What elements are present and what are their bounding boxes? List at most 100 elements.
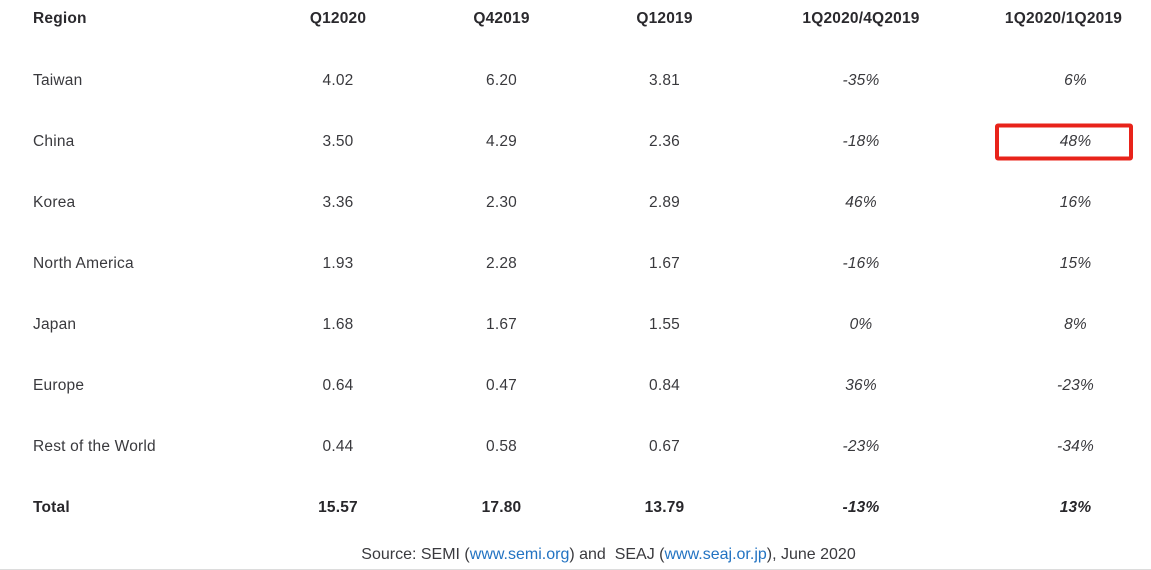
cell-text: China	[33, 132, 75, 150]
billings-table: Region Q12020 Q42019 Q12019 1Q2020/4Q201…	[0, 0, 1151, 538]
cell-text: 0%	[849, 315, 873, 333]
region-cell: Europe	[0, 355, 256, 416]
cell-text: 4.02	[322, 71, 354, 89]
cell-text: -18%	[842, 132, 880, 150]
value-cell-q12019: 0.67	[583, 416, 746, 477]
value-cell-q12020: 3.50	[256, 111, 420, 172]
value-cell-q42019: 0.47	[420, 355, 583, 416]
data-row: Japan 1.68 1.67 1.55 0% 8%	[0, 294, 1151, 355]
value-cell-q12019: 0.84	[583, 355, 746, 416]
cell-text: 2.89	[649, 193, 680, 211]
value-cell-q12020: 4.02	[256, 50, 420, 111]
value-cell-q12019: 2.36	[583, 111, 746, 172]
cell-text: North America	[33, 254, 134, 272]
cell-text: 13%	[1059, 498, 1092, 516]
column-header-qoq-change: 1Q2020/4Q2019	[802, 10, 920, 27]
semi-org-link[interactable]: www.semi.org	[469, 546, 570, 563]
header-row: Region Q12020 Q42019 Q12019 1Q2020/4Q201…	[0, 0, 1151, 50]
value-cell-qoq-change: 36%	[746, 355, 976, 416]
value-cell-yoy-change: 15%	[976, 233, 1151, 294]
cell-text: -13%	[842, 498, 880, 516]
cell-text: 1.68	[322, 315, 354, 333]
source-note: Source: SEMI (www.semi.org) and SEAJ (ww…	[33, 546, 1151, 564]
value-cell-q12019: 3.81	[583, 50, 746, 111]
cell-text: -16%	[842, 254, 880, 272]
data-row: North America 1.93 2.28 1.67 -16% 15%	[0, 233, 1151, 294]
cell-text: Japan	[33, 315, 77, 333]
value-cell-q12020: 1.93	[256, 233, 420, 294]
cell-text: Europe	[33, 376, 85, 394]
value-cell-qoq-change: 0%	[746, 294, 976, 355]
value-cell-q42019: 2.28	[420, 233, 583, 294]
cell-text: -35%	[842, 71, 880, 89]
column-header-q12019: Q12019	[636, 10, 693, 27]
cell-text: 2.28	[486, 254, 517, 272]
data-row: China 3.50 4.29 2.36 -18% 48%	[0, 111, 1151, 172]
cell-text: 0.64	[322, 376, 354, 394]
cell-text: 17.80	[481, 498, 522, 516]
value-cell-yoy-change: -23%	[976, 355, 1151, 416]
value-cell-qoq-change: -16%	[746, 233, 976, 294]
value-cell-q42019: 17.80	[420, 477, 583, 538]
value-cell-yoy-change: 48%	[976, 111, 1151, 172]
data-row: Korea 3.36 2.30 2.89 46% 16%	[0, 172, 1151, 233]
cell-text: 15.57	[318, 498, 358, 516]
seaj-or-jp-link[interactable]: www.seaj.or.jp	[664, 546, 767, 563]
cell-text: 1.67	[649, 254, 680, 272]
value-cell-q12020: 1.68	[256, 294, 420, 355]
value-cell-q42019: 6.20	[420, 50, 583, 111]
cell-text: 6%	[1064, 71, 1087, 89]
cell-text: 3.50	[322, 132, 354, 150]
value-cell-q12020: 3.36	[256, 172, 420, 233]
region-cell: Taiwan	[0, 50, 256, 111]
value-cell-q12019: 2.89	[583, 172, 746, 233]
value-cell-qoq-change: -23%	[746, 416, 976, 477]
value-cell-q12019: 13.79	[583, 477, 746, 538]
cell-text: 1.93	[322, 254, 354, 272]
value-cell-q12019: 1.55	[583, 294, 746, 355]
cell-text: -34%	[1057, 437, 1094, 455]
value-cell-q42019: 4.29	[420, 111, 583, 172]
cell-text: 3.36	[322, 193, 354, 211]
data-row: Europe 0.64 0.47 0.84 36% -23%	[0, 355, 1151, 416]
source-text-middle: ) and SEAJ (	[569, 546, 665, 563]
data-row: Taiwan 4.02 6.20 3.81 -35% 6%	[0, 50, 1151, 111]
cell-text: 48%	[1059, 132, 1092, 150]
value-cell-q42019: 0.58	[420, 416, 583, 477]
value-cell-q12020: 0.44	[256, 416, 420, 477]
cell-text: 0.47	[486, 376, 517, 394]
value-cell-yoy-change: -34%	[976, 416, 1151, 477]
cell-text: 46%	[845, 193, 877, 211]
column-header-q12020: Q12020	[309, 10, 367, 27]
cell-text: Korea	[33, 193, 76, 211]
region-cell: Total	[0, 477, 256, 538]
value-cell-yoy-change: 8%	[976, 294, 1151, 355]
cell-text: -23%	[1057, 376, 1094, 394]
cell-text: 2.30	[486, 193, 517, 211]
column-header-yoy-change: 1Q2020/1Q2019	[1004, 10, 1123, 27]
column-header-region: Region	[33, 10, 87, 27]
value-cell-q42019: 2.30	[420, 172, 583, 233]
source-text-prefix: Source: SEMI (	[361, 546, 470, 563]
value-cell-yoy-change: 13%	[976, 477, 1151, 538]
cell-text: 0.84	[649, 376, 680, 394]
cell-text: 13.79	[644, 498, 685, 516]
cell-text: 3.81	[649, 71, 680, 89]
value-cell-qoq-change: -35%	[746, 50, 976, 111]
value-cell-qoq-change: -18%	[746, 111, 976, 172]
cell-text: 1.55	[649, 315, 680, 333]
region-cell: China	[0, 111, 256, 172]
region-cell: North America	[0, 233, 256, 294]
cell-text: 15%	[1059, 254, 1092, 272]
cell-text: 2.36	[649, 132, 680, 150]
value-cell-qoq-change: -13%	[746, 477, 976, 538]
cell-text: Total	[33, 498, 70, 516]
value-cell-q42019: 1.67	[420, 294, 583, 355]
region-cell: Korea	[0, 172, 256, 233]
cell-text: 0.67	[649, 437, 680, 455]
cell-text: -23%	[842, 437, 880, 455]
cell-text: 36%	[845, 376, 877, 394]
total-row: Total 15.57 17.80 13.79 -13% 13%	[0, 477, 1151, 538]
data-row: Rest of the World 0.44 0.58 0.67 -23% -34%	[0, 416, 1151, 477]
